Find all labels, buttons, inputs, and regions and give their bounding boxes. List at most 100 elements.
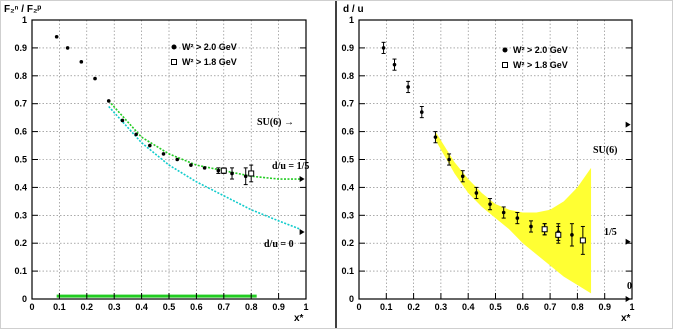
data-point-filled-left [65,46,70,50]
annotation-du-fifth-left: d/u = 1/5 [272,161,309,172]
data-point-filled-left [202,166,207,170]
data-point-filled-right [529,224,533,229]
y-tick-label-right: 0.8 [341,71,354,81]
annotation-su6-left: SU(6) → [257,117,294,128]
band-right [435,131,592,294]
data-point-filled-left [106,99,111,103]
y-axis-title-right: d / u [343,4,364,15]
data-point-filled-right [447,157,451,162]
y-tick-label-right: 0.5 [341,155,354,165]
fit-curve-left-1 [108,100,301,180]
curves-left [108,100,305,236]
x-tick-label-right: 0.9 [598,302,611,312]
data-point-filled-right [570,233,574,237]
ticks-right: 0 0.1 0.2 0.3 0.4 0.5 0.6 0.7 0.8 0.9 1 0 0.1 0.2 0.3 0… [341,15,634,312]
endpoint-arrow-right-2 [625,238,631,245]
legend-entry-left-1: W² > 2.0 GeV [182,42,237,52]
endpoint-arrow-right-1 [625,121,631,128]
legend-entry-right-2: W² > 1.8 GeV [513,60,568,70]
band-left [56,294,257,298]
y-tick-label-left: 0.9 [14,43,27,53]
data-point-filled-right [381,46,386,50]
x-tick-label-left: 0 [29,302,34,312]
data-point-filled-left [148,143,152,148]
x-tick-label-left: 0.7 [218,302,231,312]
x-tick-label-right: 0.4 [462,302,475,312]
y-tick-label-left: 1 [22,15,27,25]
data-point-filled-left [230,171,234,176]
legend-entry-right-1: W² > 2.0 GeV [513,45,568,55]
x-axis-title-left: x* [294,313,304,324]
x-tick-label-left: 0.5 [163,302,176,312]
legend-marker-open-left [171,59,177,65]
y-tick-label-right: 0.3 [341,210,354,220]
data-point-filled-right [488,202,492,206]
x-axis-title-right: x* [621,313,631,324]
points-right [381,41,586,255]
grid-left [32,20,306,299]
x-tick-label-right: 0.3 [435,302,448,312]
annotation-du-zero-left: d/u = 0 [264,239,294,250]
x-tick-label-left: 0.1 [53,302,66,312]
data-point-filled-right [515,216,520,220]
data-point-filled-left [120,118,125,123]
y-tick-label-right: 0.1 [341,266,354,276]
y-tick-label-left: 0.4 [14,182,27,192]
x-tick-label-left: 0.3 [108,302,121,312]
y-tick-label-right: 0.6 [341,127,354,137]
endpoint-arrow-left-2 [299,229,305,236]
x-tick-label-left: 0.8 [245,302,258,312]
data-point-open-right [541,226,548,233]
data-point-filled-left [175,157,180,162]
data-point-filled-right [474,191,479,195]
panel-left-f2n-f2p: 0 0.1 0.2 0.3 0.4 0.5 0.6 0.7 0.8 0.9 1 0 0.1 0.2 0.3 0… [4,4,309,324]
y-tick-label-right: 0.4 [341,182,354,192]
y-tick-label-left: 0.5 [14,155,27,165]
x-tick-label-right: 0.7 [544,302,557,312]
x-tick-label-right: 0.5 [489,302,502,312]
data-point-filled-left [79,60,84,64]
annotation-su6-right: SU(6) [593,145,617,156]
systematic-band-left [56,294,257,298]
data-point-open-right [579,237,586,244]
data-point-open-left [220,167,227,174]
legend-marker-filled-left [171,44,177,50]
annotation-du-fifth-right: 1/5 [604,227,617,238]
x-tick-label-left: 0.2 [81,302,94,312]
y-tick-label-left: 0.2 [14,238,27,248]
ticks-left: 0 0.1 0.2 0.3 0.4 0.5 0.6 0.7 0.8 0.9 1 0 0.1 0.2 0.3 0… [14,15,308,312]
data-point-filled-left [54,34,59,39]
y-tick-label-right: 0 [349,294,354,304]
y-tick-label-left: 0.8 [14,71,27,81]
y-tick-label-right: 0.2 [341,238,354,248]
y-tick-label-right: 0.9 [341,43,354,53]
x-tick-label-right: 0.8 [571,302,584,312]
y-tick-label-right: 0.7 [341,99,354,109]
data-point-filled-right [406,85,410,89]
data-point-filled-left [161,152,166,156]
x-tick-label-right: 0.1 [380,302,393,312]
x-tick-label-left: 1 [303,302,308,312]
x-tick-label-right: 1 [629,302,634,312]
x-tick-label-left: 0.6 [190,302,203,312]
data-point-filled-right [460,174,465,179]
y-tick-label-left: 0.1 [14,266,27,276]
legend-entry-left-2: W² > 1.8 GeV [182,57,237,67]
data-point-filled-left [243,174,248,179]
x-tick-label-right: 0 [356,302,361,312]
legend-marker-open-right [502,62,508,68]
y-tick-label-right: 1 [349,15,354,25]
x-tick-label-left: 0.9 [272,302,285,312]
uncertainty-band-right [435,131,592,294]
data-point-filled-left [134,132,138,137]
data-point-filled-left [189,163,193,167]
legend-right: W² > 2.0 GeV W² > 1.8 GeV [502,45,568,70]
panel-right-d-over-u: 0 0.1 0.2 0.3 0.4 0.5 0.6 0.7 0.8 0.9 1 0 0.1 0.2 0.3 0… [341,4,634,324]
data-point-filled-right [433,135,438,139]
data-point-filled-left [93,76,97,81]
y-tick-label-left: 0.3 [14,210,27,220]
legend-marker-filled-right [502,47,508,53]
x-tick-label-left: 0.4 [135,302,148,312]
x-tick-label-right: 0.6 [517,302,530,312]
